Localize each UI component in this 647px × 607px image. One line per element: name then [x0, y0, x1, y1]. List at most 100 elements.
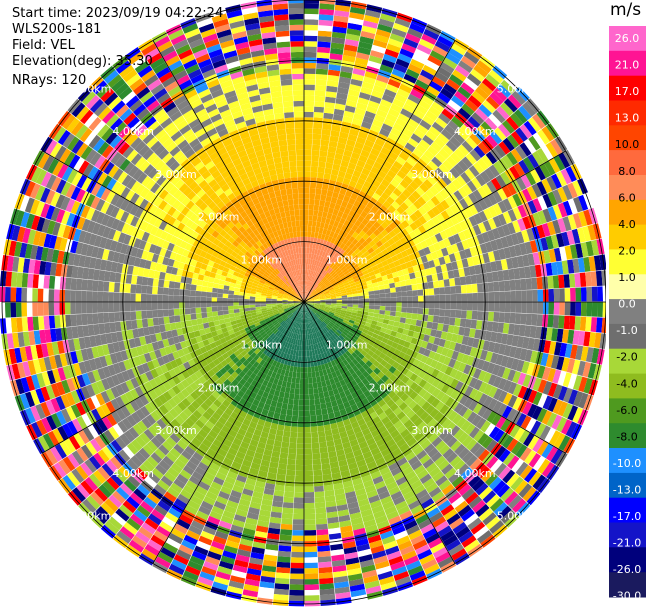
gate — [310, 333, 314, 340]
gate — [449, 317, 456, 326]
gate — [485, 351, 493, 363]
gate — [183, 484, 196, 495]
gate — [459, 394, 469, 406]
gate — [278, 309, 285, 314]
gate — [277, 424, 285, 431]
gate — [350, 78, 363, 87]
gate — [194, 466, 207, 477]
gate — [304, 258, 307, 264]
gate — [213, 476, 225, 486]
gate — [357, 310, 364, 315]
gate — [350, 517, 364, 526]
gate — [234, 479, 246, 489]
gate — [351, 312, 358, 316]
gate — [251, 546, 265, 555]
gate — [335, 198, 343, 206]
gate — [266, 381, 273, 389]
gate — [420, 94, 434, 106]
gate — [593, 255, 602, 271]
gate — [88, 358, 98, 371]
gate — [323, 290, 330, 295]
gate — [519, 124, 533, 139]
gate — [358, 92, 371, 101]
gate — [413, 431, 424, 442]
gate — [307, 372, 312, 378]
gate — [457, 463, 470, 476]
gate — [163, 316, 170, 325]
gate — [484, 330, 492, 342]
gate — [329, 53, 343, 61]
gate — [164, 411, 175, 422]
gate — [495, 332, 503, 344]
gate — [320, 275, 325, 281]
gate — [360, 210, 368, 219]
gate — [313, 480, 324, 487]
gate — [439, 363, 448, 374]
gate — [412, 53, 427, 65]
gate — [558, 435, 571, 451]
gate — [252, 541, 266, 549]
gate — [502, 405, 513, 419]
gate — [325, 303, 332, 305]
gate — [110, 386, 120, 399]
gate — [597, 302, 603, 317]
gate — [258, 377, 265, 385]
gate — [304, 117, 314, 123]
gate — [465, 136, 478, 149]
gate — [356, 136, 366, 145]
gate — [252, 491, 264, 499]
gate — [493, 312, 500, 322]
gate — [279, 310, 285, 315]
gate — [308, 305, 313, 310]
gate — [529, 325, 537, 339]
gate — [315, 272, 319, 278]
gate — [153, 397, 164, 408]
gate — [410, 534, 425, 546]
gate — [381, 471, 393, 481]
gate — [351, 152, 361, 160]
gate — [139, 432, 151, 444]
gate — [485, 134, 498, 148]
gate — [199, 328, 206, 336]
gate — [308, 305, 313, 309]
gate — [379, 128, 390, 138]
gate — [439, 309, 446, 317]
gate — [119, 483, 133, 496]
gate — [315, 188, 322, 195]
gate — [306, 269, 309, 276]
gate — [385, 438, 396, 448]
gate — [486, 180, 497, 193]
gate — [271, 327, 278, 333]
gate — [318, 268, 323, 274]
gate — [112, 423, 124, 437]
gate — [540, 237, 549, 251]
gate — [352, 293, 359, 297]
gate — [388, 151, 399, 161]
gate — [203, 561, 219, 571]
gate — [366, 394, 375, 403]
gate — [323, 339, 329, 346]
gate — [234, 315, 241, 321]
gate — [293, 399, 299, 406]
gate — [299, 383, 304, 390]
gate — [383, 88, 397, 99]
gate — [336, 298, 342, 301]
gate — [326, 85, 338, 93]
gate — [488, 386, 498, 398]
gate — [420, 355, 429, 364]
gate — [287, 303, 294, 305]
gate — [311, 282, 315, 288]
gate — [537, 210, 547, 225]
gate — [194, 433, 205, 443]
gate — [332, 272, 338, 278]
gate — [313, 271, 318, 278]
gate — [275, 361, 281, 368]
gate — [556, 417, 568, 433]
gate — [380, 403, 390, 412]
gate — [181, 398, 191, 408]
gate — [376, 232, 385, 241]
gate — [229, 353, 237, 361]
gate — [252, 317, 259, 322]
gate — [361, 81, 375, 90]
gate — [537, 458, 551, 474]
